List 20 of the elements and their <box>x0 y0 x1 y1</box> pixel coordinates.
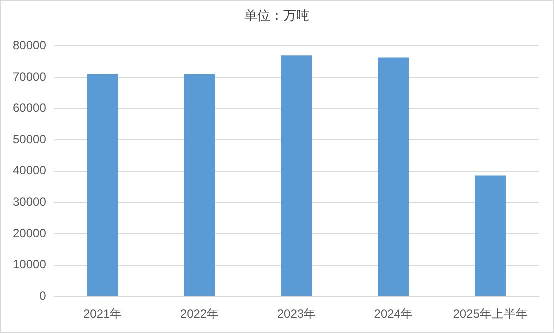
x-tick-label: 2022年 <box>180 307 220 322</box>
y-tick-label: 50000 <box>12 132 47 146</box>
y-tick-label: 0 <box>40 288 47 303</box>
x-tick-label: 2021年 <box>83 307 122 322</box>
x-tick-label: 2023年 <box>277 307 316 322</box>
y-tick-label: 70000 <box>12 70 47 84</box>
bar <box>475 176 506 296</box>
bar <box>184 74 216 296</box>
bar <box>87 74 118 296</box>
y-tick-label: 20000 <box>12 226 47 240</box>
y-tick-label: 40000 <box>12 164 47 178</box>
y-tick-label: 60000 <box>12 101 47 116</box>
x-tick-label: 2024年 <box>374 307 413 322</box>
y-tick-label: 80000 <box>12 38 47 53</box>
y-tick-label: 10000 <box>12 258 47 272</box>
bar <box>281 56 312 296</box>
chart-title: 单位：万吨 <box>244 8 310 25</box>
x-tick-label: 2025年上半年 <box>453 307 528 322</box>
bar <box>378 58 410 296</box>
y-tick-label: 30000 <box>12 195 47 210</box>
